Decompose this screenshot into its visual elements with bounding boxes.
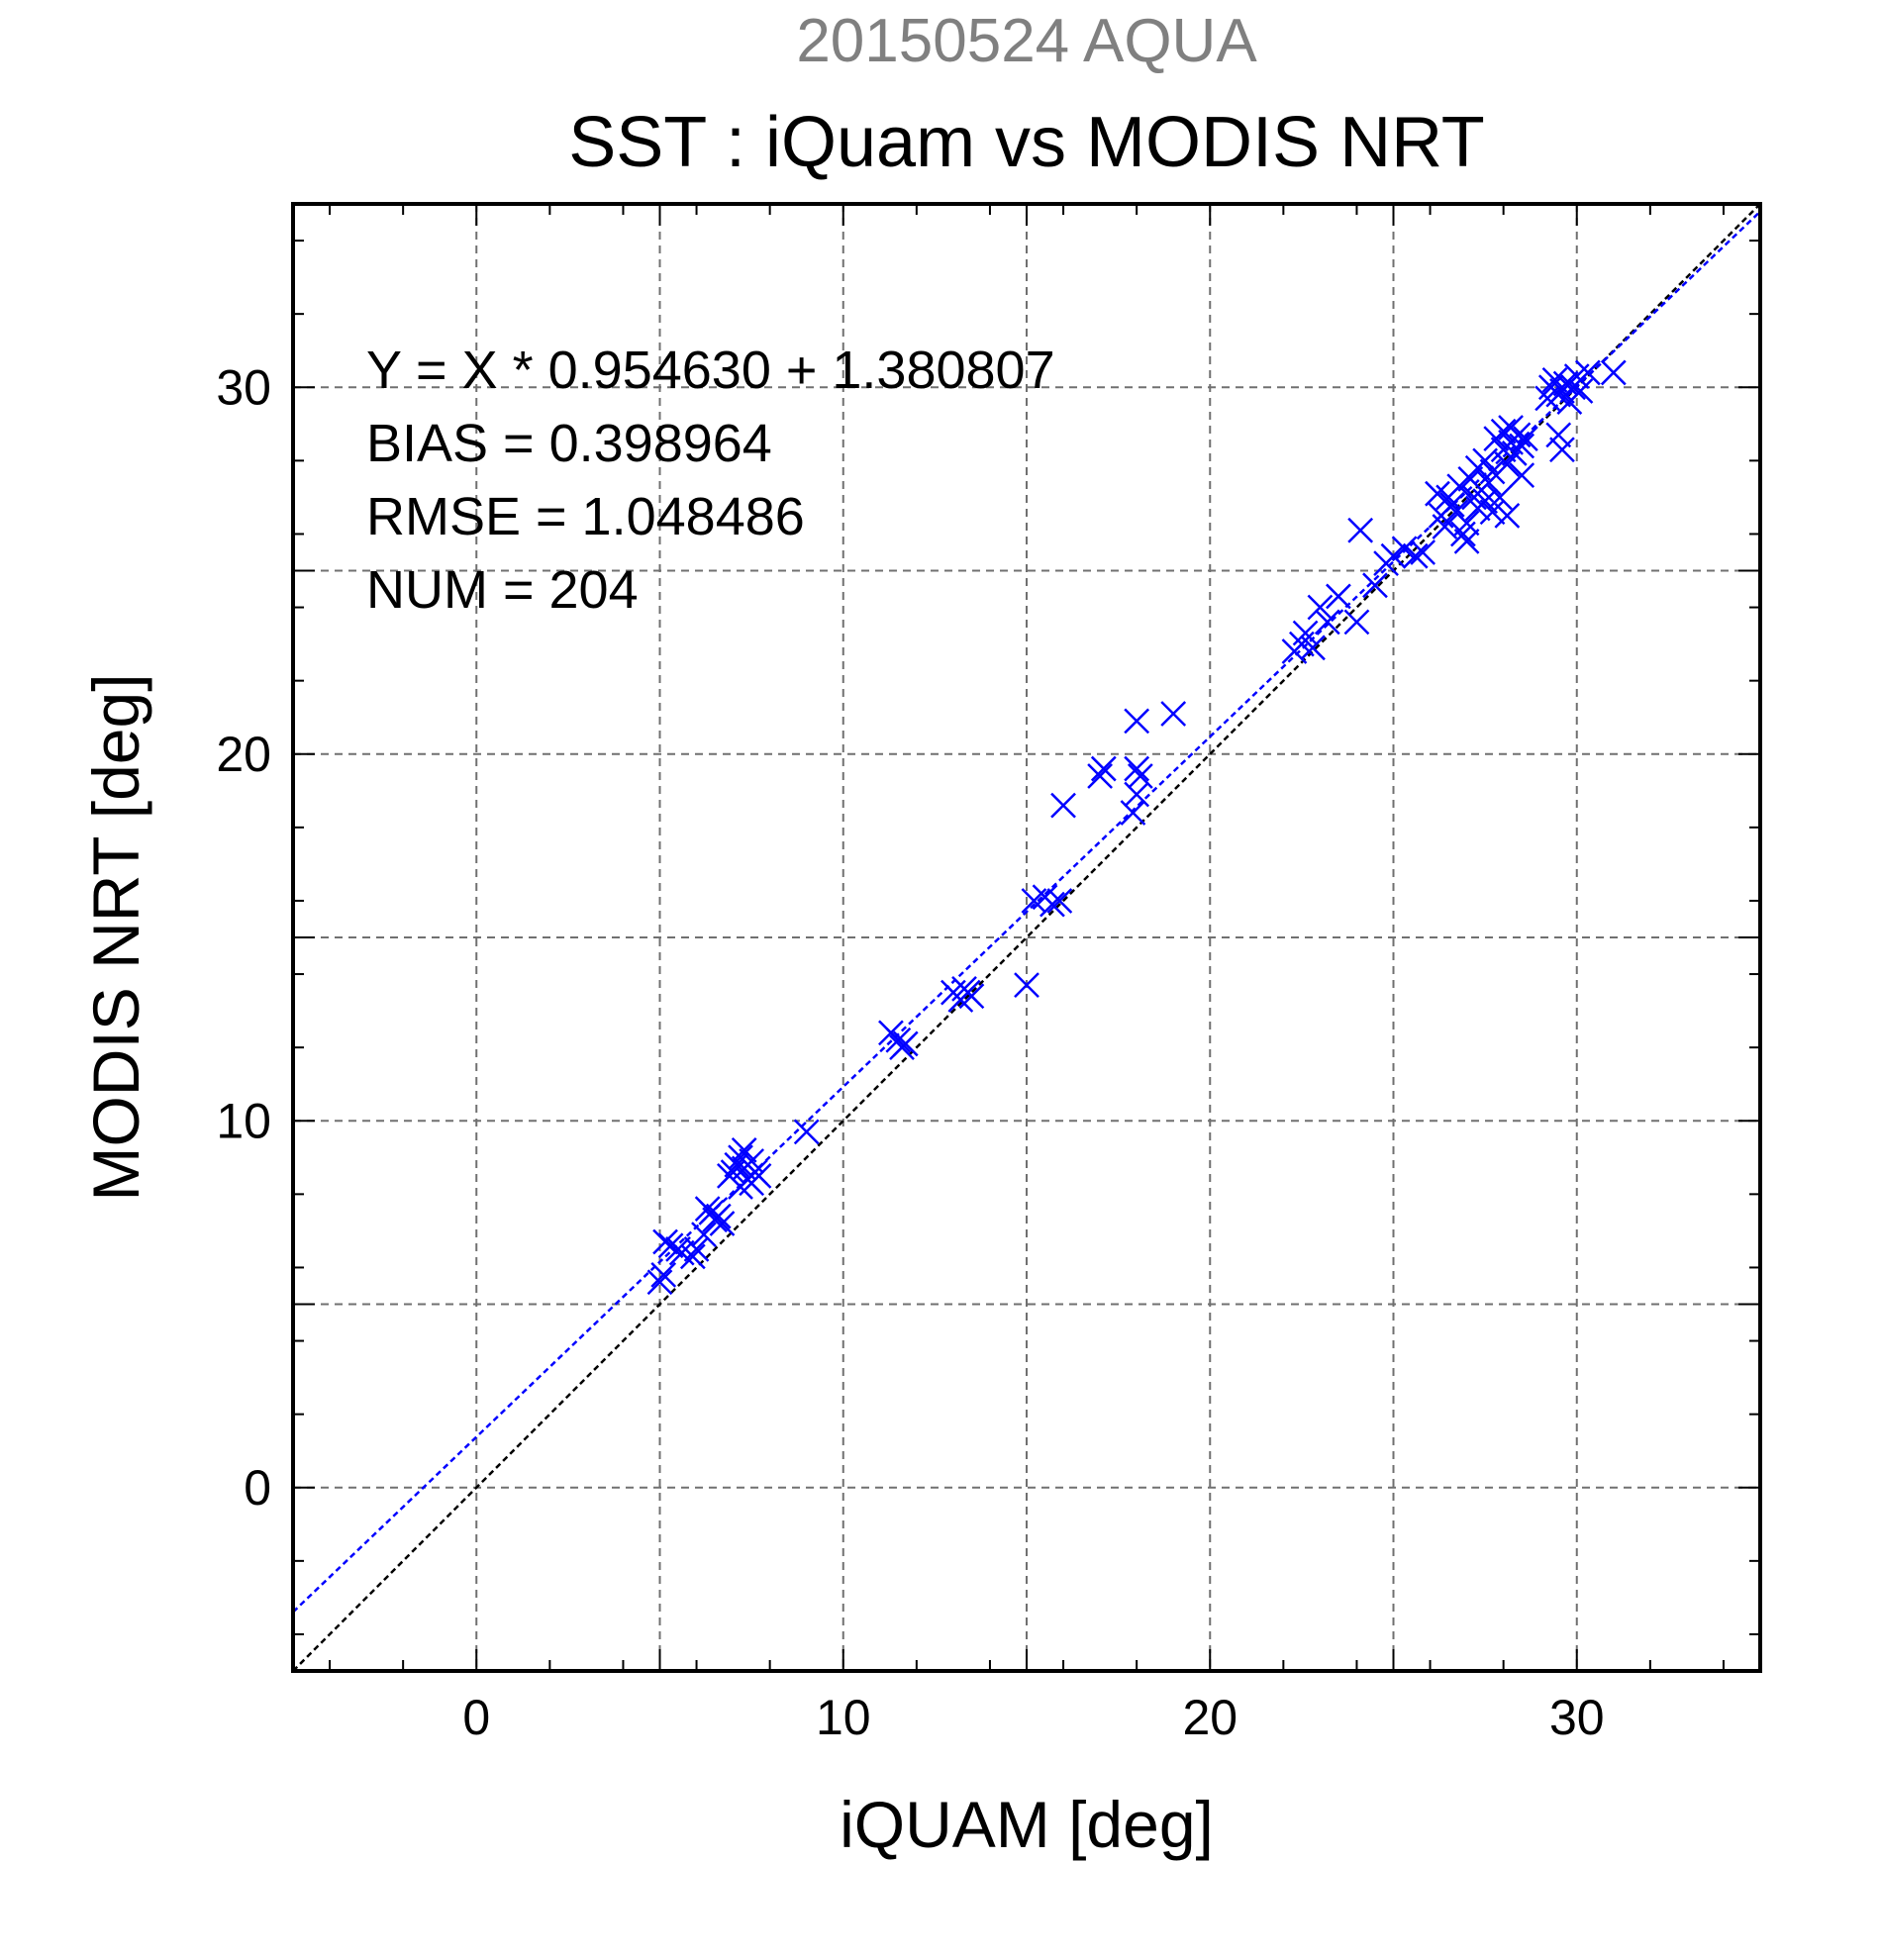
- data-point: [1040, 891, 1065, 918]
- data-point: [1127, 763, 1153, 789]
- data-point: [1362, 572, 1388, 599]
- data-point: [1087, 763, 1113, 789]
- data-point: [793, 1119, 820, 1145]
- data-point: [1314, 609, 1340, 636]
- y-axis-label: MODIS NRT [deg]: [79, 673, 152, 1201]
- data-point: [1046, 888, 1073, 914]
- data-point: [1453, 528, 1480, 554]
- stats-box: Y = X * 0.954630 + 1.380807 BIAS = 0.398…: [366, 341, 1055, 620]
- tick-labels: 0 10 20 30 0 10 20 30: [216, 359, 1604, 1745]
- data-point: [1292, 620, 1319, 646]
- lines-layer: [292, 203, 1761, 1672]
- data-point: [1432, 514, 1458, 539]
- data-point: [1090, 755, 1117, 782]
- plot-frame: [291, 202, 1762, 1673]
- data-point: [646, 1269, 673, 1296]
- data-point: [709, 1211, 736, 1236]
- data-point: [1300, 635, 1326, 661]
- data-point: [1509, 462, 1535, 489]
- x-tick-label: 10: [816, 1690, 871, 1745]
- data-point: [1490, 418, 1517, 444]
- y-tick-label: 10: [216, 1093, 271, 1148]
- num-value: NUM = 204: [366, 560, 639, 620]
- data-point: [1494, 503, 1521, 529]
- data-point: [1124, 708, 1150, 735]
- data-point: [1600, 359, 1627, 386]
- data-point: [892, 1030, 919, 1057]
- y-tick-label: 0: [244, 1460, 271, 1516]
- x-tick-label: 30: [1549, 1690, 1605, 1745]
- data-point: [705, 1203, 732, 1229]
- data-point: [1567, 378, 1594, 404]
- data-point: [1479, 499, 1506, 526]
- data-point: [1050, 792, 1076, 819]
- x-axis-label: iQUAM [deg]: [840, 1788, 1214, 1861]
- data-point: [657, 1232, 684, 1259]
- data-point: [691, 1222, 717, 1247]
- y-tick-label: 20: [216, 727, 271, 782]
- rmse-value: RMSE = 1.048486: [366, 487, 805, 546]
- data-points: [646, 359, 1627, 1296]
- data-point: [1574, 359, 1601, 386]
- data-point: [1307, 594, 1334, 621]
- x-tick-label: 0: [462, 1690, 490, 1745]
- data-point: [724, 1151, 750, 1178]
- data-point: [1512, 426, 1538, 452]
- grid-lines: [293, 204, 1760, 1671]
- data-point: [1487, 484, 1513, 511]
- data-point: [1014, 972, 1040, 999]
- data-point: [1402, 542, 1429, 569]
- data-point: [1545, 422, 1572, 448]
- chart-title: SST : iQuam vs MODIS NRT: [568, 103, 1485, 182]
- data-point: [954, 979, 981, 1006]
- data-point: [1160, 701, 1187, 727]
- data-point: [1347, 517, 1374, 543]
- fit-equation: Y = X * 0.954630 + 1.380807: [366, 341, 1055, 400]
- data-point: [683, 1236, 710, 1262]
- data-point: [885, 1027, 912, 1053]
- data-point: [1380, 542, 1407, 569]
- data-point: [1124, 755, 1150, 782]
- data-point: [1472, 447, 1499, 474]
- data-point: [728, 1174, 753, 1200]
- data-point: [1494, 451, 1521, 477]
- data-point: [1479, 458, 1506, 485]
- data-point: [1120, 800, 1146, 826]
- data-point: [652, 1228, 678, 1255]
- data-point: [1410, 539, 1436, 565]
- data-point: [1124, 781, 1150, 808]
- data-point: [679, 1243, 706, 1270]
- data-point: [1438, 491, 1465, 518]
- data-point: [1549, 437, 1575, 463]
- data-point: [1453, 510, 1480, 537]
- data-point: [1326, 583, 1351, 610]
- bias-value: BIAS = 0.398964: [366, 414, 772, 473]
- data-point: [650, 1261, 677, 1288]
- chart-supertitle: 20150524 AQUA: [796, 7, 1257, 75]
- data-point: [1343, 609, 1370, 636]
- data-point: [731, 1137, 757, 1163]
- fit-line: [292, 210, 1761, 1614]
- x-tick-label: 20: [1182, 1690, 1238, 1745]
- data-point: [1509, 433, 1535, 459]
- y-tick-label: 30: [216, 359, 271, 415]
